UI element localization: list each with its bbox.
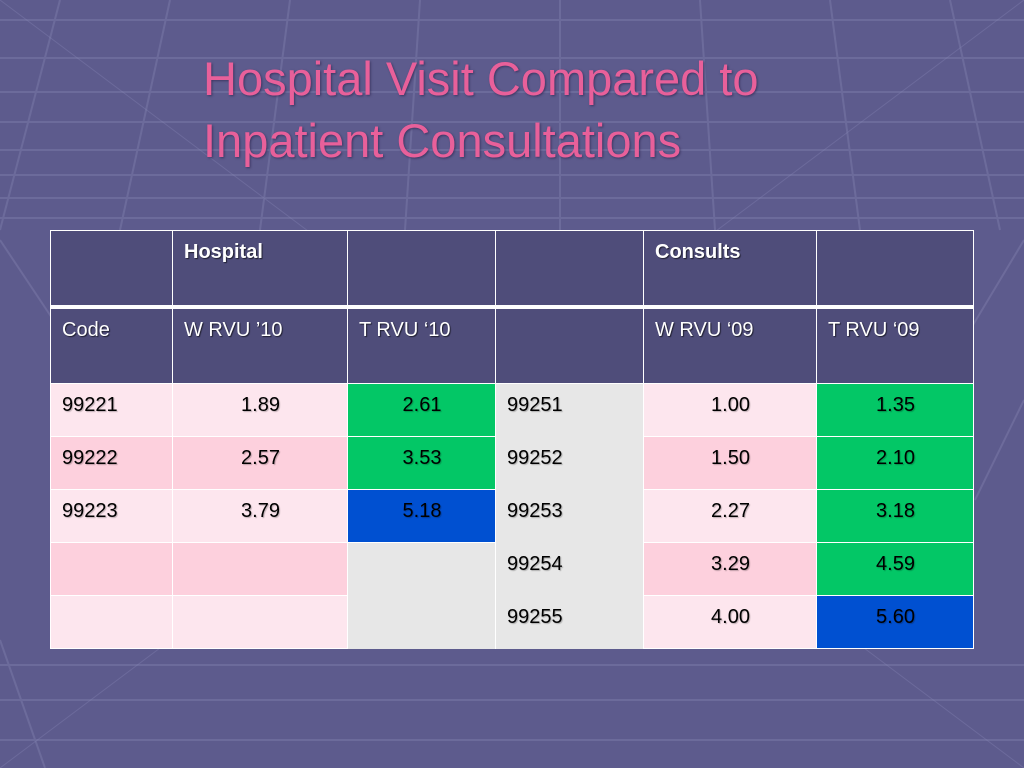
group-header-cell (50, 230, 173, 307)
group-header-cell (816, 230, 974, 307)
hospital-code-cell: 99222 (50, 436, 173, 490)
group-header-cell (495, 230, 644, 307)
table-row: 99254 3.29 4.59 (50, 542, 974, 596)
column-header-code: Code (50, 304, 173, 384)
slide-title: Hospital Visit Compared to Inpatient Con… (203, 48, 983, 172)
consult-w-rvu-cell: 1.00 (643, 383, 817, 437)
hospital-w-rvu-cell (172, 542, 348, 596)
consult-w-rvu-cell: 4.00 (643, 595, 817, 649)
hospital-t-rvu-cell: 3.53 (347, 436, 496, 490)
table-row: 99221 1.89 2.61 99251 1.00 1.35 (50, 383, 974, 437)
column-header-t-rvu-10: T RVU ‘10 (347, 304, 496, 384)
consult-t-rvu-cell: 4.59 (816, 542, 974, 596)
consult-t-rvu-cell: 2.10 (816, 436, 974, 490)
rvu-comparison-table: Hospital Consults Code W RVU ’10 T RVU ‘… (50, 230, 974, 649)
hospital-t-rvu-cell (347, 595, 496, 649)
consult-w-rvu-cell: 2.27 (643, 489, 817, 543)
slide-title-line-1: Hospital Visit Compared to (203, 52, 759, 105)
column-header-blank (495, 304, 644, 384)
consult-t-rvu-cell: 1.35 (816, 383, 974, 437)
consult-code-cell: 99251 (495, 383, 644, 437)
hospital-w-rvu-cell: 1.89 (172, 383, 348, 437)
consult-t-rvu-cell: 5.60 (816, 595, 974, 649)
column-header-row: Code W RVU ’10 T RVU ‘10 W RVU ‘09 T RVU… (50, 304, 974, 384)
consult-code-cell: 99255 (495, 595, 644, 649)
group-header-cell (347, 230, 496, 307)
column-header-w-rvu-09: W RVU ‘09 (643, 304, 817, 384)
table-row: 99222 2.57 3.53 99252 1.50 2.10 (50, 436, 974, 490)
hospital-t-rvu-cell (347, 542, 496, 596)
column-header-w-rvu-10: W RVU ’10 (172, 304, 348, 384)
group-header-consults: Consults (643, 230, 817, 307)
consult-w-rvu-cell: 3.29 (643, 542, 817, 596)
consult-code-cell: 99254 (495, 542, 644, 596)
hospital-w-rvu-cell: 3.79 (172, 489, 348, 543)
consult-w-rvu-cell: 1.50 (643, 436, 817, 490)
slide-title-line-2: Inpatient Consultations (203, 114, 682, 167)
table-row: 99255 4.00 5.60 (50, 595, 974, 649)
hospital-code-cell (50, 542, 173, 596)
hospital-w-rvu-cell (172, 595, 348, 649)
hospital-code-cell (50, 595, 173, 649)
hospital-t-rvu-cell: 2.61 (347, 383, 496, 437)
group-header-hospital: Hospital (172, 230, 348, 307)
consult-code-cell: 99252 (495, 436, 644, 490)
hospital-w-rvu-cell: 2.57 (172, 436, 348, 490)
group-header-row: Hospital Consults (50, 230, 974, 307)
table-row: 99223 3.79 5.18 99253 2.27 3.18 (50, 489, 974, 543)
hospital-code-cell: 99223 (50, 489, 173, 543)
column-header-t-rvu-09: T RVU ‘09 (816, 304, 974, 384)
hospital-t-rvu-cell: 5.18 (347, 489, 496, 543)
hospital-code-cell: 99221 (50, 383, 173, 437)
consult-code-cell: 99253 (495, 489, 644, 543)
consult-t-rvu-cell: 3.18 (816, 489, 974, 543)
